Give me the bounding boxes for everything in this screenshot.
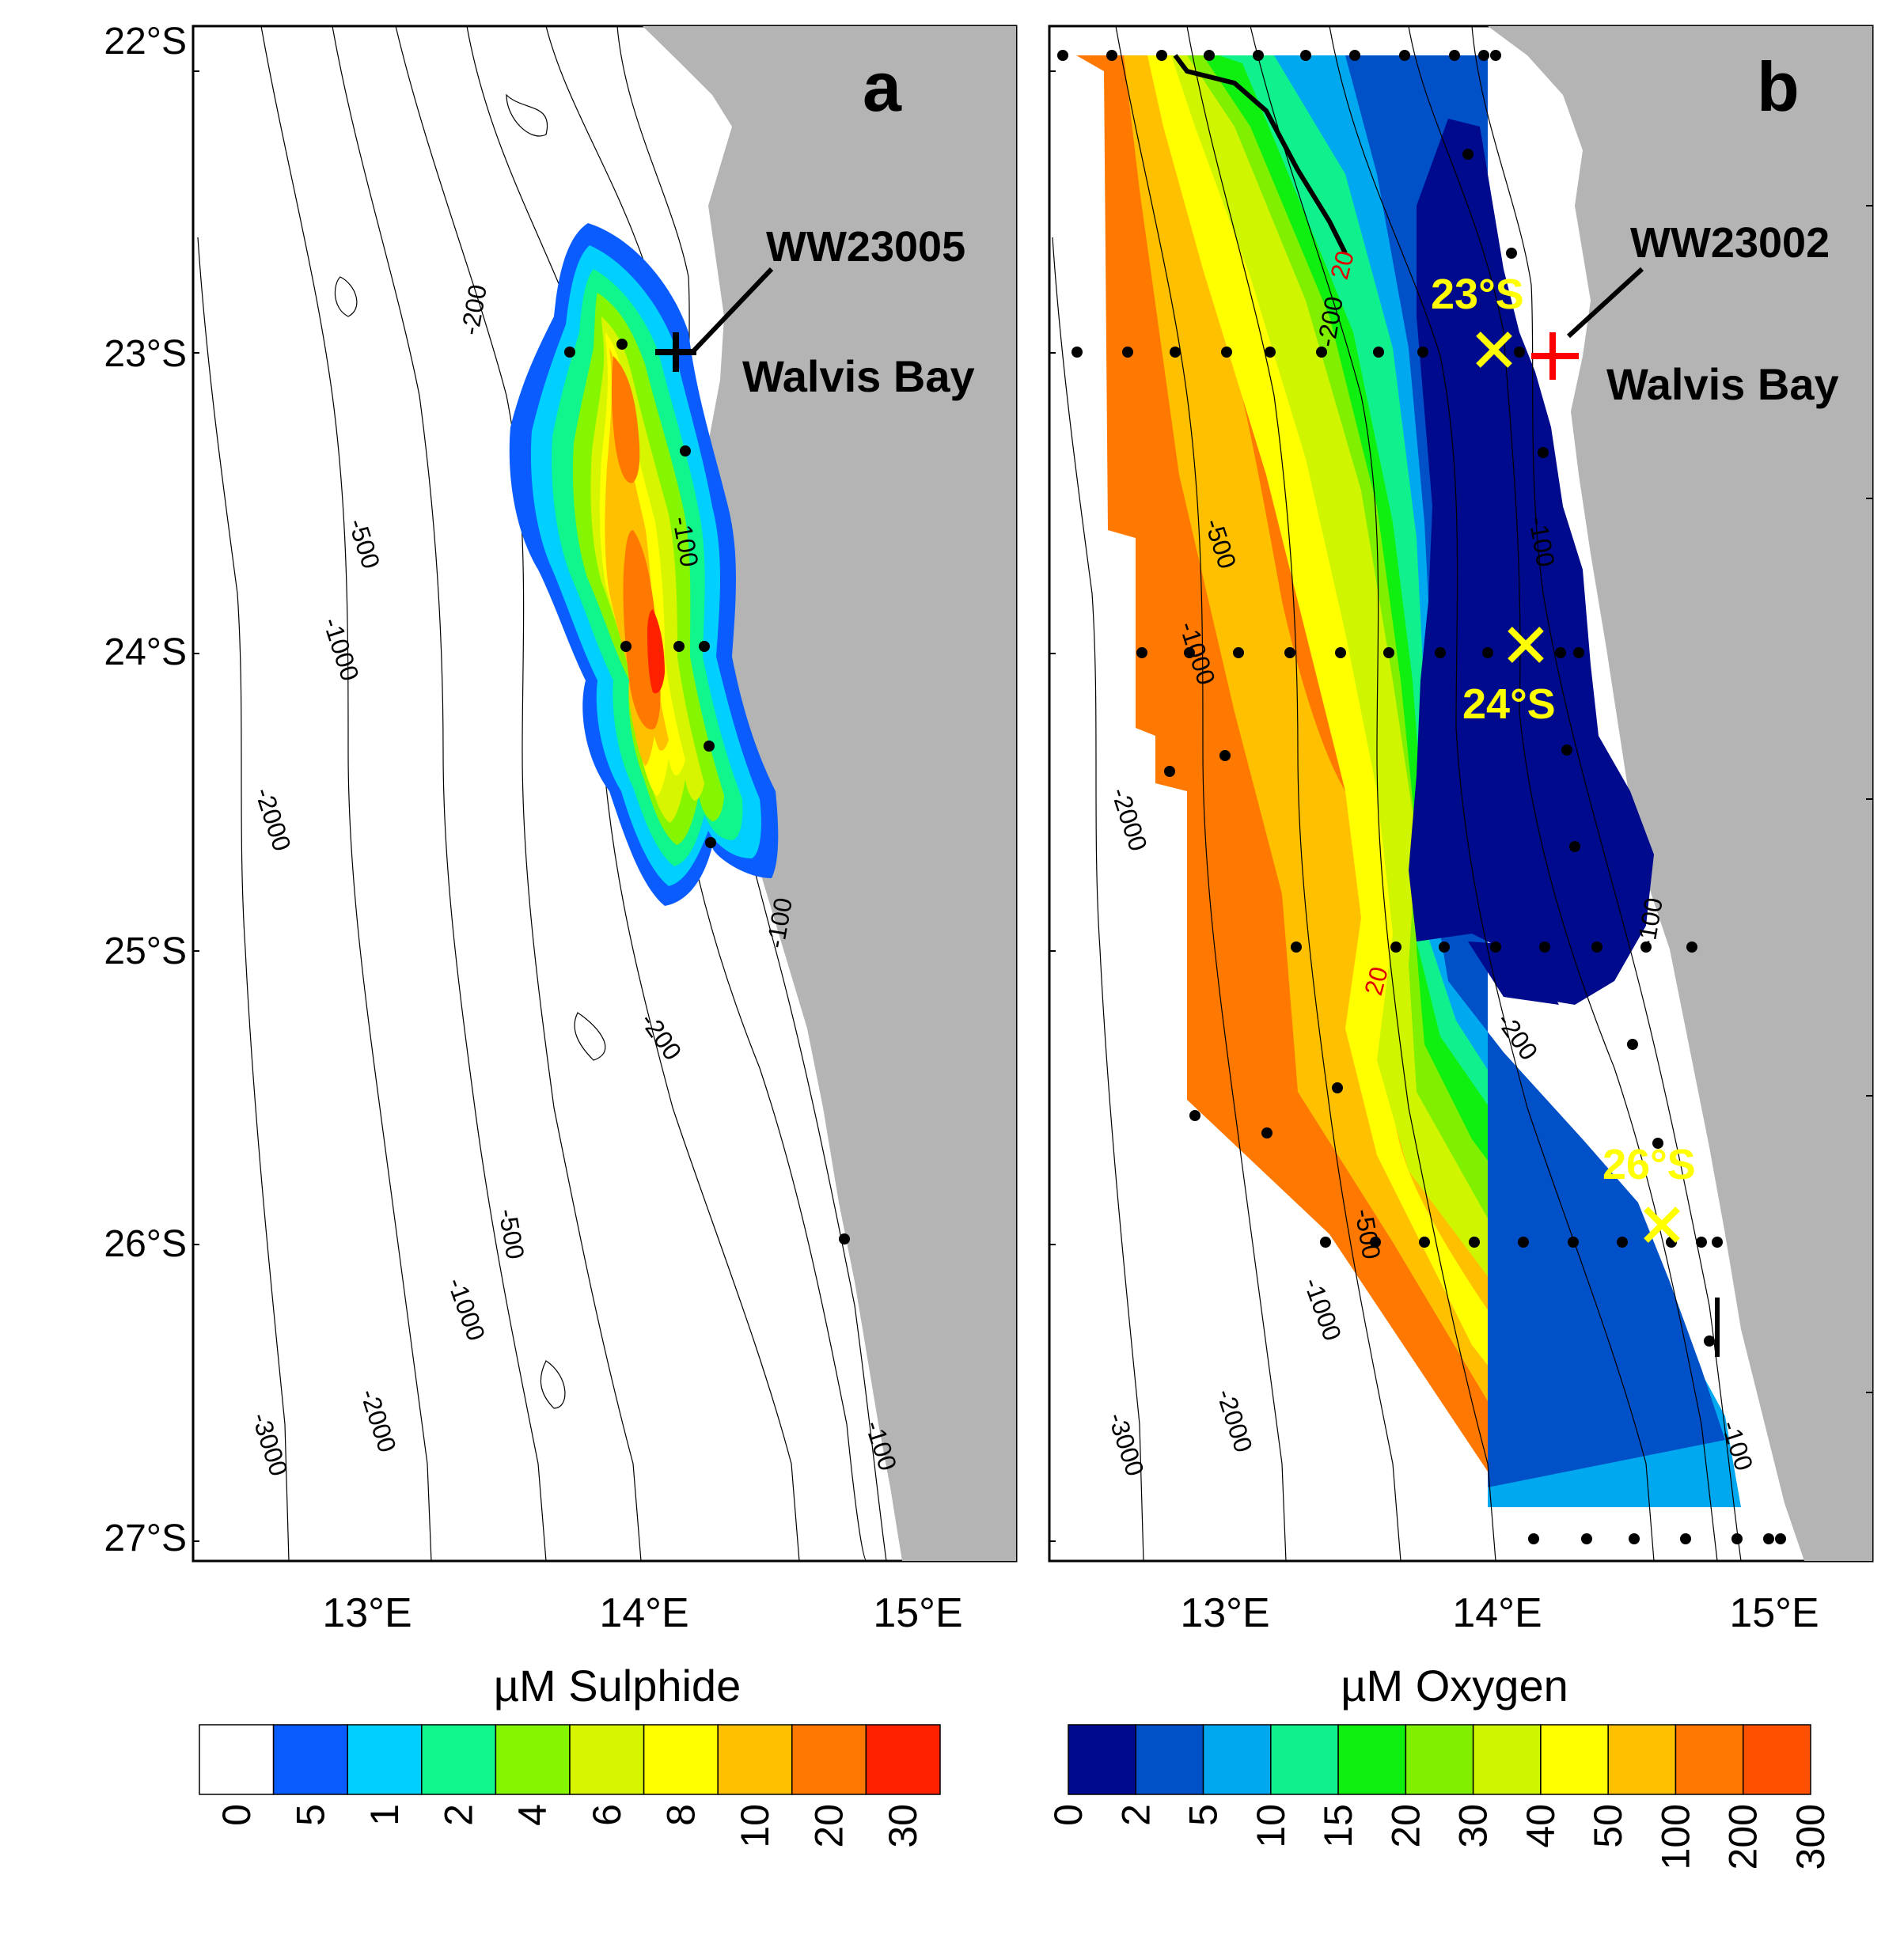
transect-label: 23°S bbox=[1431, 271, 1524, 318]
colorbar-tick-label: 5 bbox=[1181, 1804, 1226, 1826]
colorbar-tick-label: 10 bbox=[1249, 1804, 1293, 1848]
colorbar-swatch bbox=[495, 1724, 571, 1795]
colorbar-tick-label: 8 bbox=[658, 1804, 703, 1826]
colorbar-title: µM Sulphide bbox=[494, 1661, 741, 1711]
colorbar-tick-label: 5 bbox=[288, 1804, 332, 1826]
colorbar-tick-label: 4 bbox=[510, 1804, 555, 1826]
land-mass bbox=[1488, 26, 1872, 1561]
colorbar-swatch bbox=[1337, 1724, 1407, 1795]
transect-label: 24°S bbox=[1462, 680, 1556, 728]
colorbar-tick-label: 100 bbox=[1653, 1804, 1697, 1870]
lat-labels-a: 22°S 23°S 24°S 25°S 26°S 27°S bbox=[104, 21, 187, 1559]
panel-letter-a: a bbox=[863, 47, 902, 126]
colorbar-tick-label: 0 bbox=[1046, 1804, 1090, 1826]
panel-letter-b: b bbox=[1757, 47, 1800, 126]
colorbar-tick-label: 2 bbox=[1113, 1804, 1158, 1826]
lon-labels-a: 13°E 14°E 15°E bbox=[322, 1590, 962, 1636]
lon-label: 14°E bbox=[599, 1590, 688, 1636]
colorbar-swatch bbox=[1068, 1724, 1137, 1795]
station-label-b: WW23002 bbox=[1630, 219, 1830, 267]
colorbar-swatch bbox=[1742, 1724, 1811, 1795]
lat-label: 23°S bbox=[104, 333, 187, 375]
colorbar-swatch bbox=[1270, 1724, 1339, 1795]
land-mass bbox=[643, 26, 1016, 1561]
colorbar-swatch bbox=[1405, 1724, 1474, 1795]
colorbar-tick-label: 10 bbox=[733, 1804, 777, 1848]
station-label-a: WW23005 bbox=[766, 223, 965, 271]
colorbar-sulphide: µM Sulphide 0 5 1 2 4 6 8 10 20 30 bbox=[199, 1661, 941, 1848]
station-leader-line bbox=[1566, 267, 1644, 339]
colorbar-swatch bbox=[421, 1724, 497, 1795]
stations bbox=[564, 339, 850, 1245]
colorbar-tick-label: 0 bbox=[214, 1804, 259, 1826]
colorbar-swatch bbox=[1607, 1724, 1677, 1795]
lon-label: 15°E bbox=[873, 1590, 962, 1636]
colorbar-swatch bbox=[1135, 1724, 1204, 1795]
colorbar-swatch bbox=[347, 1724, 423, 1795]
place-label-b: Walvis Bay bbox=[1606, 359, 1839, 409]
lat-ticks-b bbox=[1049, 70, 1872, 1542]
colorbar-swatch bbox=[865, 1724, 941, 1795]
colorbar-tick-label: 1 bbox=[362, 1804, 407, 1826]
sulphide-plume bbox=[509, 223, 779, 906]
colorbar-swatch bbox=[643, 1724, 719, 1795]
colorbar-tick-label: 300 bbox=[1788, 1804, 1833, 1870]
colorbar-title: µM Oxygen bbox=[1341, 1661, 1568, 1711]
lon-label: 15°E bbox=[1729, 1590, 1819, 1636]
colorbar-tick-label: 2 bbox=[437, 1804, 481, 1826]
lat-label: 26°S bbox=[104, 1223, 187, 1265]
colorbar-tick-label: 200 bbox=[1721, 1804, 1766, 1870]
lat-label: 25°S bbox=[104, 930, 187, 972]
colorbar-swatch bbox=[1540, 1724, 1609, 1795]
lat-ticks-a bbox=[193, 70, 199, 1542]
lon-label: 13°E bbox=[322, 1590, 412, 1636]
place-label-a: Walvis Bay bbox=[742, 351, 975, 401]
colorbar-swatch bbox=[1202, 1724, 1272, 1795]
colorbar-swatch bbox=[1472, 1724, 1542, 1795]
lat-label: 27°S bbox=[104, 1517, 187, 1559]
colorbar-swatch bbox=[717, 1724, 793, 1795]
transect-markers bbox=[1476, 332, 1680, 1243]
lon-labels-b: 13°E 14°E 15°E bbox=[1180, 1590, 1819, 1636]
station-leader-line bbox=[690, 267, 774, 354]
panel-a: -200 -500 -1000 -100 -2000 -100 -200 -50… bbox=[104, 21, 1018, 1636]
isoline-20 bbox=[1173, 54, 1348, 255]
colorbar-tick-label: 6 bbox=[585, 1804, 629, 1826]
colorbar-swatch bbox=[272, 1724, 348, 1795]
transect-label: 26°S bbox=[1602, 1141, 1696, 1188]
colorbar-swatch bbox=[569, 1724, 645, 1795]
colorbar-tick-label: 50 bbox=[1586, 1804, 1630, 1848]
colorbar-tick-label: 40 bbox=[1519, 1804, 1563, 1848]
panel-b: -200 -500 -1000 -2000 -100 -100 -200 -50… bbox=[1048, 25, 1874, 1636]
colorbar-swatch bbox=[791, 1724, 867, 1795]
colorbar-tick-label: 30 bbox=[881, 1804, 925, 1848]
colorbar-oxygen: µM Oxygen 0 2 5 10 15 20 30 40 50 100 200 300 bbox=[1046, 1661, 1833, 1870]
lon-label: 13°E bbox=[1180, 1590, 1269, 1636]
bathymetry-contours bbox=[1052, 26, 1742, 1561]
lon-label: 14°E bbox=[1452, 1590, 1542, 1636]
colorbar-tick-label: 30 bbox=[1451, 1804, 1496, 1848]
colorbar-swatch bbox=[199, 1724, 275, 1795]
stations bbox=[1057, 50, 1786, 1544]
lat-label: 22°S bbox=[104, 21, 187, 63]
colorbar-tick-label: 20 bbox=[807, 1804, 851, 1848]
colorbar-tick-label: 15 bbox=[1316, 1804, 1360, 1848]
colorbar-tick-label: 20 bbox=[1383, 1804, 1428, 1848]
colorbar-swatch bbox=[1675, 1724, 1744, 1795]
oxygen-field bbox=[1076, 55, 1741, 1507]
lat-label: 24°S bbox=[104, 631, 187, 673]
